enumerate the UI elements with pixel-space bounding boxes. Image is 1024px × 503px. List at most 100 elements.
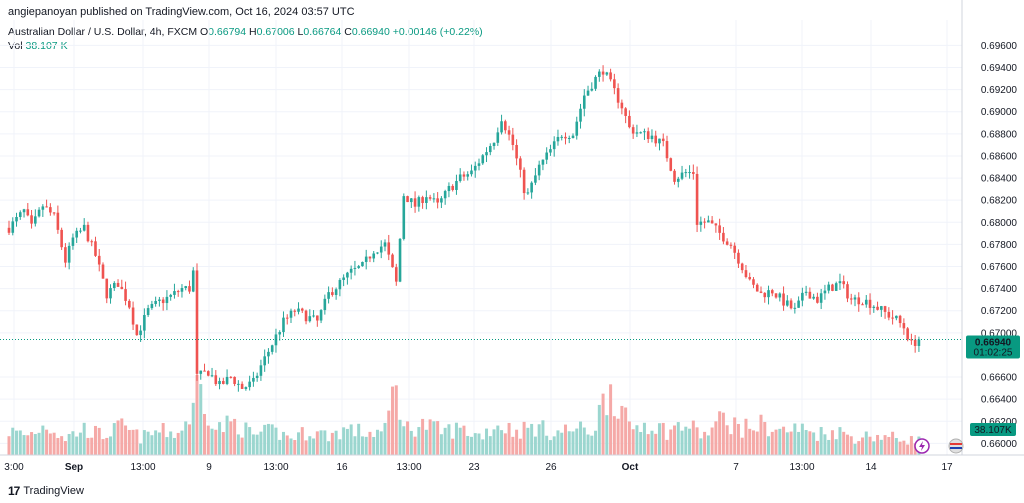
volume-bar [285, 435, 289, 455]
time-tick-label: 16 [336, 462, 348, 473]
candle-body [876, 306, 879, 310]
candle-body [778, 293, 782, 298]
volume-bar [71, 431, 75, 455]
volume-bar [191, 402, 195, 455]
candle-body [237, 383, 240, 385]
volume-bar [616, 418, 620, 455]
candle-body [895, 315, 898, 319]
volume-bar [274, 427, 278, 455]
volume-bar [78, 432, 82, 455]
volume-bar [906, 444, 910, 455]
volume-bar [511, 436, 515, 455]
candle-body [564, 136, 567, 139]
volume-bar [657, 423, 661, 455]
candle-body [737, 252, 740, 264]
candle-body [628, 115, 631, 128]
candle-body [917, 339, 921, 346]
candle-body [699, 221, 703, 225]
volume-bar [579, 421, 583, 455]
volume-bar [503, 433, 507, 455]
volume-bar [812, 432, 816, 455]
volume-bar [898, 441, 902, 455]
volume-bar [473, 433, 477, 455]
candle-body [34, 216, 37, 224]
candle-body [11, 221, 15, 233]
volume-bar [830, 430, 834, 455]
candle-body [891, 317, 894, 319]
price-tick-label: 0.66400 [981, 395, 1018, 406]
candle-body [206, 371, 210, 376]
volume-bar [203, 414, 207, 455]
candle-body [274, 334, 278, 346]
candle-body [406, 196, 409, 203]
volume-bar [15, 430, 19, 455]
candle-body [124, 289, 127, 301]
candle-body [300, 308, 304, 311]
candle-body [180, 287, 184, 292]
flag-icon[interactable] [948, 438, 964, 454]
candle-body [849, 298, 853, 300]
candle-body [368, 256, 372, 259]
candle-body [488, 146, 492, 153]
footer-brand[interactable]: 17 TradingView [8, 484, 84, 498]
volume-bar [63, 441, 67, 455]
volume-bar [172, 437, 176, 455]
volume-bar [725, 425, 729, 455]
candle-body [353, 267, 357, 269]
candle-body [214, 375, 218, 385]
candle-body [466, 174, 470, 177]
volume-bar [97, 427, 101, 455]
price-tick-label: 0.68400 [981, 174, 1018, 185]
volume-bar [86, 437, 90, 455]
candle-body [492, 142, 496, 147]
candle-body [665, 141, 669, 159]
lightning-icon[interactable] [914, 438, 930, 454]
candle-body [112, 282, 116, 289]
candle-body [361, 261, 364, 267]
candle-body [101, 264, 105, 279]
candle-body [624, 108, 627, 116]
volume-bar [864, 431, 868, 455]
candle-body [631, 127, 635, 134]
candle-body [327, 292, 330, 299]
price-tick-label: 0.67800 [981, 240, 1018, 251]
candle-body [282, 317, 285, 333]
volume-bar [293, 440, 297, 455]
candle-body [752, 279, 755, 285]
price-tick-label: 0.68200 [981, 196, 1018, 207]
volume-bar [879, 439, 883, 455]
volume-bar [823, 434, 827, 455]
volume-bar [492, 429, 496, 455]
candle-body [410, 198, 413, 203]
candle-body [770, 290, 774, 294]
candle-body [477, 163, 481, 166]
volume-bar [315, 431, 319, 455]
volume-bar [887, 436, 891, 455]
time-tick-label: 13:00 [130, 462, 155, 473]
volume-bar [703, 431, 707, 455]
candle-body [556, 136, 560, 142]
candle-body [308, 316, 312, 322]
volume-bar [345, 428, 349, 455]
volume-bar [353, 436, 357, 455]
candle-body [233, 376, 236, 385]
candle-body [229, 376, 233, 378]
volume-legend: Vol 38.107 K [8, 40, 68, 52]
price-tick-label: 0.69200 [981, 85, 1018, 96]
candle-body [26, 209, 30, 216]
volume-bar [729, 434, 733, 455]
candle-body [244, 387, 248, 389]
volume-bar [466, 435, 470, 455]
change-value: +0.00146 (+0.22%) [392, 26, 483, 38]
volume-bar [800, 423, 804, 455]
candle-body [650, 135, 654, 140]
close-value: 0.66940 [351, 26, 390, 38]
candle-body [105, 278, 109, 299]
volume-bars [7, 375, 921, 455]
last-price-tag: 0.66940 01:02:25 [966, 335, 1020, 359]
candle-body [394, 267, 398, 282]
volume-bar [22, 435, 26, 455]
volume-bar [469, 436, 473, 455]
candle-body [725, 241, 729, 245]
